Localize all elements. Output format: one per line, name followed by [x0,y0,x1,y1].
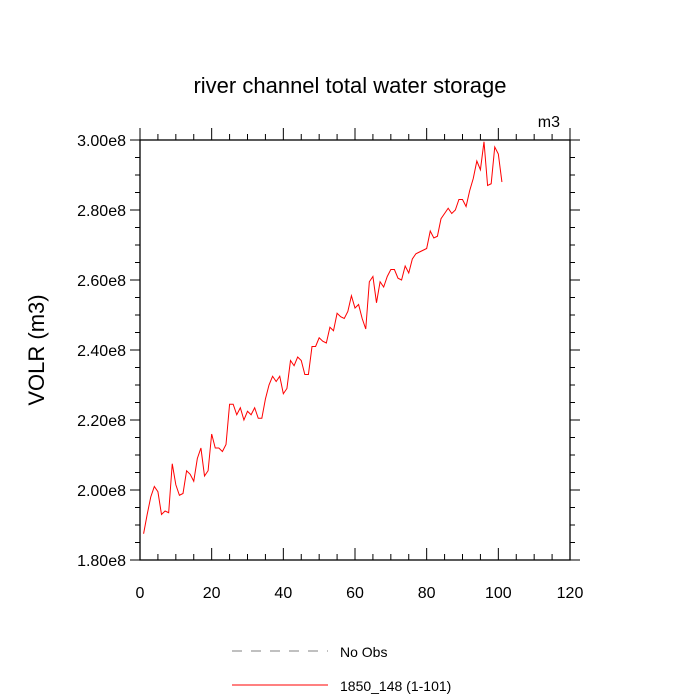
y-tick-label: 3.00e8 [77,133,126,150]
x-tick-label: 100 [485,585,512,602]
y-tick-label: 2.00e8 [77,483,126,500]
series-line [143,141,503,534]
plot-frame [139,139,571,561]
chart-title: river channel total water storage [193,73,506,98]
x-tick-label: 80 [418,585,436,602]
legend-series-label: 1850_148 (1-101) [340,678,451,694]
y-axis-label: VOLR (m3) [24,294,49,405]
series-points [144,142,502,534]
x-tick-label: 0 [136,585,145,602]
axis-ticks [130,128,580,561]
y-tick-label: 2.80e8 [77,203,126,220]
y-tick-label: 1.80e8 [77,553,126,570]
units-label: m3 [538,114,560,131]
x-tick-label: 40 [274,585,292,602]
x-tick-label: 20 [203,585,221,602]
y-tick-labels: 1.80e8 2.00e8 2.20e8 2.40e8 2.60e8 2.80e8 3.00… [77,133,126,570]
x-tick-label: 120 [557,585,584,602]
y-tick-label: 2.20e8 [77,413,126,430]
x-tick-labels: 0 20 40 60 80 100 120 [136,585,584,602]
x-tick-label: 60 [346,585,364,602]
y-tick-label: 2.40e8 [77,343,126,360]
y-tick-label: 2.60e8 [77,273,126,290]
legend-no-obs-label: No Obs [340,644,387,660]
